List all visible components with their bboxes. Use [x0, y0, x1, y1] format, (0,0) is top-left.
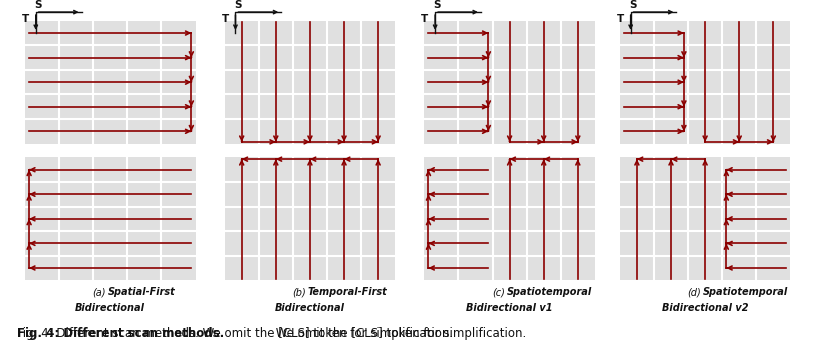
Bar: [620, 157, 790, 280]
Text: Fig. 4: Different scan methods. We omit the [CLS] token for simplification.: Fig. 4: Different scan methods. We omit …: [17, 327, 453, 340]
Text: (c): (c): [493, 287, 506, 297]
Bar: [25, 21, 196, 144]
Bar: [620, 21, 790, 144]
Text: We omit the [CLS] token for simplification.: We omit the [CLS] token for simplificati…: [272, 327, 527, 340]
Text: T: T: [617, 14, 624, 24]
Text: Spatiotemporal: Spatiotemporal: [702, 287, 788, 297]
Text: (d): (d): [687, 287, 701, 297]
Text: T: T: [22, 14, 29, 24]
Text: (a): (a): [92, 287, 106, 297]
Text: Bidirectional v2: Bidirectional v2: [662, 303, 748, 313]
Text: S: S: [629, 0, 636, 10]
Text: Spatial-First: Spatial-First: [108, 287, 176, 297]
Text: Bidirectional: Bidirectional: [75, 303, 146, 313]
Text: (b): (b): [292, 287, 306, 297]
Text: Bidirectional v1: Bidirectional v1: [467, 303, 552, 313]
Bar: [25, 157, 196, 280]
Bar: [225, 21, 395, 144]
Bar: [225, 157, 395, 280]
Text: S: S: [34, 0, 42, 10]
Text: T: T: [421, 14, 428, 24]
Text: S: S: [234, 0, 241, 10]
Text: Bidirectional: Bidirectional: [275, 303, 345, 313]
Text: Fig. 4: Different scan methods.: Fig. 4: Different scan methods.: [17, 327, 224, 340]
Text: Temporal-First: Temporal-First: [308, 287, 387, 297]
Text: T: T: [221, 14, 229, 24]
Bar: [424, 157, 595, 280]
Bar: [424, 21, 595, 144]
Text: Spatiotemporal: Spatiotemporal: [508, 287, 592, 297]
Text: S: S: [433, 0, 441, 10]
